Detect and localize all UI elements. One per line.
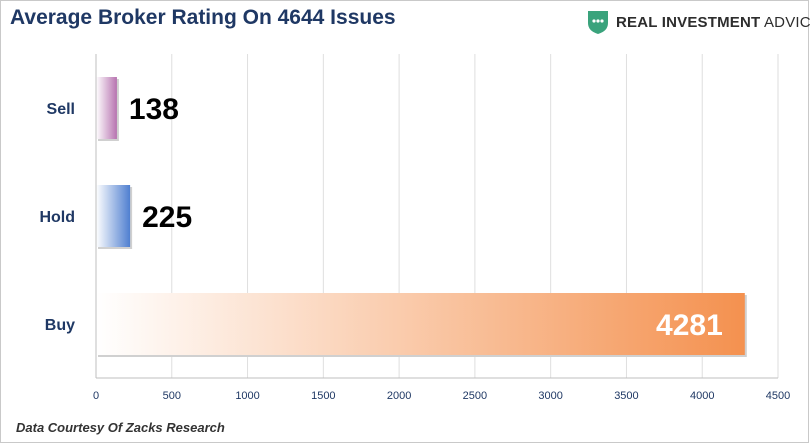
brand-name: REAL INVESTMENT ADVICE <box>616 14 811 31</box>
category-label: Buy <box>45 317 75 334</box>
bar-buy <box>96 293 745 355</box>
x-tick-label: 4000 <box>690 390 714 402</box>
brand-logo: REAL INVESTMENT ADVICE <box>586 9 811 35</box>
bar-sell <box>96 77 117 139</box>
chart-title: Average Broker Rating On 4644 Issues <box>10 6 396 29</box>
x-tick-label: 3500 <box>614 390 638 402</box>
data-label: 225 <box>142 201 192 234</box>
category-label: Sell <box>47 101 75 118</box>
category-label: Hold <box>39 209 75 226</box>
x-tick-label: 2000 <box>387 390 411 402</box>
brand-name-light: ADVICE <box>763 13 811 31</box>
bars <box>96 77 747 357</box>
brand-name-bold: REAL INVESTMENT <box>616 13 761 31</box>
shield-icon <box>588 11 608 34</box>
x-tick-label: 0 <box>93 390 99 402</box>
bar-hold <box>96 185 131 247</box>
x-tick-label: 500 <box>163 390 181 402</box>
source-note: Data Courtesy Of Zacks Research <box>16 420 225 435</box>
x-tick-label: 1000 <box>235 390 259 402</box>
x-tick-label: 3000 <box>538 390 562 402</box>
labels: 0 500 1000 1500 2000 2500 3000 3500 4000 4500 Sell… <box>39 93 790 402</box>
x-tick-label: 2500 <box>463 390 487 402</box>
x-tick-label: 1500 <box>311 390 335 402</box>
x-tick-label: 4500 <box>766 390 790 402</box>
data-label: 138 <box>129 93 179 126</box>
data-label: 4281 <box>656 309 723 342</box>
axes <box>95 54 778 379</box>
